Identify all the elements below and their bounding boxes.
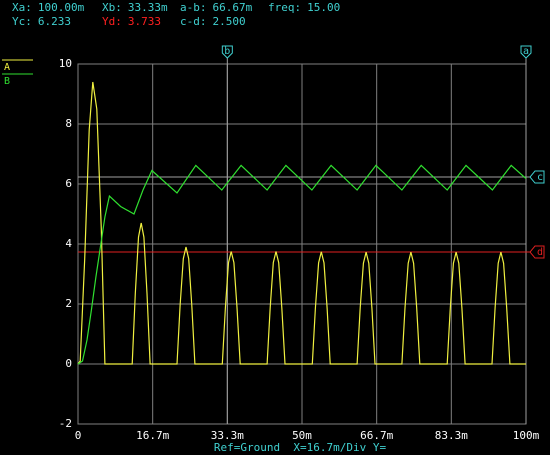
cursor-name: d [537, 247, 543, 258]
readout-value: 66.67m [213, 1, 253, 14]
cursor-name: c [537, 172, 543, 183]
legend-label: B [4, 76, 10, 87]
readout-caption: freq: [268, 1, 301, 14]
readout-value: 15.00 [307, 1, 340, 14]
footer: Ref=Ground X=16.7m/Div Y= [214, 441, 387, 454]
readout-caption: Yc: [12, 15, 32, 28]
x-tick-label: 33.3m [211, 429, 244, 442]
readout-caption: a-b: [180, 1, 207, 14]
cursor-name: a [523, 46, 529, 57]
x-tick-label: 83.3m [435, 429, 468, 442]
readout-value: 3.733 [128, 15, 161, 28]
cursor-flag [520, 45, 532, 59]
readout-caption: Xa: [12, 1, 32, 14]
x-tick-label: 66.7m [360, 429, 393, 442]
legend-label: A [4, 62, 10, 73]
cursor-flag [529, 170, 545, 184]
x-tick-label: 16.7m [136, 429, 169, 442]
readout-value: 2.500 [213, 15, 246, 28]
cursor-flag [529, 245, 545, 259]
y-tick-label: 0 [65, 357, 72, 370]
x-tick-label: 50m [292, 429, 312, 442]
series-line [77, 81, 526, 365]
y-tick-label: -2 [59, 417, 72, 430]
readout-caption: c-d: [180, 15, 207, 28]
readout-caption: Xb: [102, 1, 122, 14]
readout-value: 33.33m [128, 1, 168, 14]
y-tick-label: 10 [59, 57, 72, 70]
x-tick-label: 0 [75, 429, 82, 442]
x-tick-label: 100m [513, 429, 540, 442]
readout-caption: Yd: [102, 15, 122, 28]
y-tick-label: 2 [65, 297, 72, 310]
cursor-name: b [224, 46, 230, 57]
y-tick-label: 4 [65, 237, 72, 250]
series-line [77, 164, 527, 365]
y-tick-label: 6 [65, 177, 72, 190]
readout-value: 100.00m [38, 1, 85, 14]
cursor-flag [221, 45, 233, 59]
y-tick-label: 8 [65, 117, 72, 130]
readout-value: 6.233 [38, 15, 71, 28]
